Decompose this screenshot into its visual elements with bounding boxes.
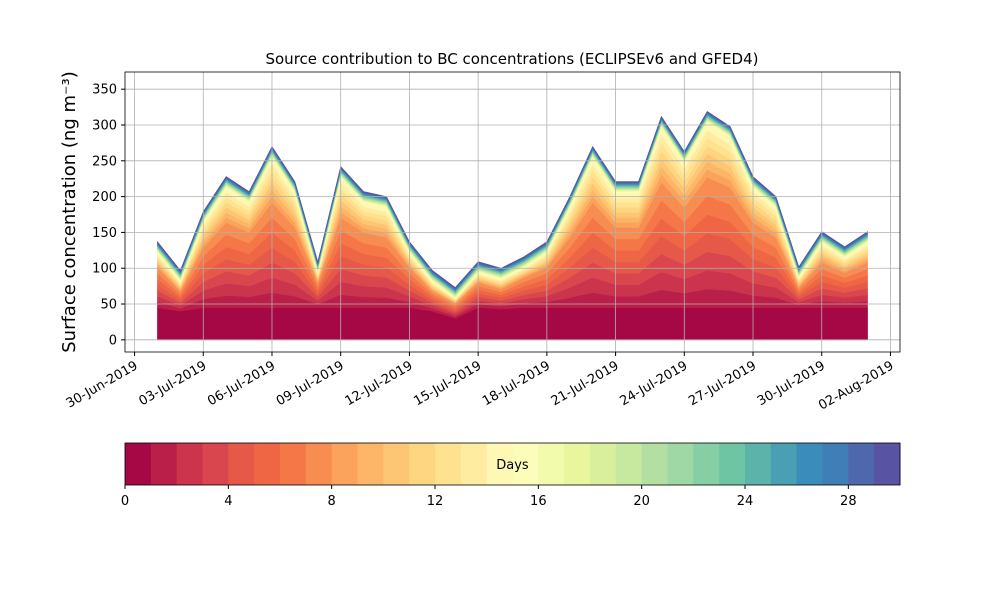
colorbar-tick-label: 12 bbox=[427, 494, 444, 509]
colorbar-swatch bbox=[435, 443, 462, 485]
x-tick-label: 12-Jul-2019 bbox=[343, 358, 416, 409]
x-tick-label: 15-Jul-2019 bbox=[411, 358, 484, 409]
y-axis-label: Surface concentration (ng m⁻³) bbox=[59, 71, 80, 353]
y-tick-label: 50 bbox=[100, 298, 117, 313]
area-layer bbox=[157, 307, 868, 341]
colorbar-swatch bbox=[176, 443, 203, 485]
x-tick-label: 18-Jul-2019 bbox=[480, 358, 553, 409]
y-tick-label: 100 bbox=[92, 262, 117, 277]
colorbar-swatch bbox=[383, 443, 410, 485]
colorbar-swatch bbox=[822, 443, 849, 485]
colorbar-swatch bbox=[512, 443, 539, 485]
x-tick-label: 21-Jul-2019 bbox=[549, 358, 622, 409]
colorbar-tick-label: 28 bbox=[840, 494, 857, 509]
plot-frame bbox=[124, 71, 901, 353]
colorbar-swatch bbox=[641, 443, 668, 485]
colorbar-frame bbox=[124, 442, 901, 486]
x-tick-label: 03-Jul-2019 bbox=[136, 358, 209, 409]
colorbar-tick-label: 0 bbox=[121, 494, 129, 509]
colorbar-tick-label: 24 bbox=[737, 494, 754, 509]
colorbar-tick-label: 4 bbox=[224, 494, 232, 509]
colorbar-swatch bbox=[331, 443, 358, 485]
colorbar-swatch bbox=[615, 443, 643, 485]
y-tick-label: 150 bbox=[92, 226, 117, 241]
colorbar-swatch bbox=[460, 443, 488, 485]
y-tick-label: 200 bbox=[92, 190, 117, 205]
x-tick-label: 02-Aug-2019 bbox=[816, 358, 896, 413]
chart-title: Source contribution to BC concentrations… bbox=[265, 50, 758, 68]
colorbar-swatch bbox=[357, 443, 384, 485]
x-tick-label: 30-Jun-2019 bbox=[64, 358, 141, 411]
x-tick-label: 06-Jul-2019 bbox=[205, 358, 278, 409]
x-tick-label: 27-Jul-2019 bbox=[686, 358, 759, 409]
colorbar-swatch bbox=[538, 443, 565, 485]
x-tick-label: 09-Jul-2019 bbox=[274, 358, 347, 409]
y-tick-label: 250 bbox=[92, 154, 117, 169]
colorbar-swatch bbox=[228, 443, 255, 485]
colorbar-swatch bbox=[667, 443, 694, 485]
colorbar-swatch bbox=[125, 443, 152, 485]
colorbar-swatch bbox=[254, 443, 281, 485]
colorbar-tick-label: 20 bbox=[633, 494, 650, 509]
colorbar-swatch bbox=[745, 443, 772, 485]
y-tick-label: 0 bbox=[109, 333, 117, 348]
colorbar-swatch bbox=[409, 443, 436, 485]
colorbar-swatch bbox=[280, 443, 307, 485]
colorbar-swatch bbox=[693, 443, 720, 485]
colorbar-swatch bbox=[874, 443, 901, 485]
colorbar-label: Days bbox=[496, 458, 529, 473]
colorbar-swatch bbox=[719, 443, 746, 485]
colorbar-swatch bbox=[848, 443, 875, 485]
colorbar-swatch bbox=[770, 443, 798, 485]
colorbar-swatch bbox=[305, 443, 333, 485]
y-tick-label: 300 bbox=[92, 118, 117, 133]
colorbar-swatch bbox=[564, 443, 591, 485]
y-tick-label: 350 bbox=[92, 83, 117, 98]
colorbar-tick-label: 16 bbox=[530, 494, 547, 509]
colorbar-swatch bbox=[590, 443, 617, 485]
colorbar-tick-label: 8 bbox=[328, 494, 336, 509]
colorbar-swatch bbox=[486, 443, 513, 485]
x-tick-label: 24-Jul-2019 bbox=[617, 358, 690, 409]
colorbar-swatch bbox=[150, 443, 178, 485]
colorbar-swatch bbox=[202, 443, 229, 485]
colorbar-swatch bbox=[796, 443, 823, 485]
